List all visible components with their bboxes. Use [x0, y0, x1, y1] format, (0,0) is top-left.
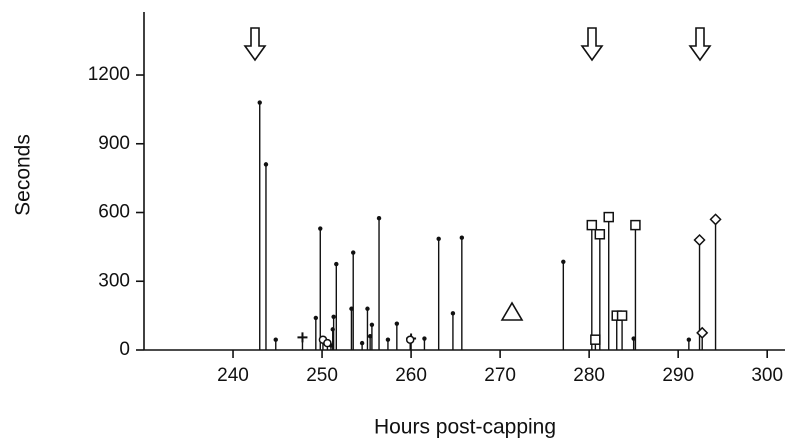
arrow	[243, 27, 267, 62]
dot-marker	[385, 337, 391, 342]
diamond-marker	[696, 326, 709, 339]
plus-marker	[297, 332, 308, 343]
circle-marker	[405, 335, 415, 344]
diamond-marker	[693, 233, 706, 247]
dot-marker	[365, 306, 370, 311]
dot-marker	[273, 337, 278, 342]
diamond-marker	[709, 213, 722, 226]
x-axis-label: Hours post-capping	[374, 416, 556, 439]
y-tick-label: 600	[98, 202, 130, 223]
y-tick-label: 1200	[88, 64, 130, 85]
dot-marker	[359, 340, 365, 346]
x-tick-label: 270	[484, 365, 516, 386]
x-tick-label: 250	[306, 365, 338, 386]
dot-marker	[561, 259, 566, 264]
dot-marker	[334, 261, 339, 267]
annotations	[243, 27, 712, 321]
dot-marker	[263, 162, 269, 167]
dot-marker	[422, 336, 427, 341]
arrow	[688, 27, 712, 62]
dot-marker	[394, 321, 400, 326]
x-tick-label: 240	[217, 365, 249, 386]
arrow	[580, 27, 604, 62]
dot-marker	[351, 250, 356, 255]
x-tick-label: 300	[751, 365, 783, 386]
circle-marker	[323, 338, 332, 348]
dot-marker	[376, 216, 382, 221]
dot-marker	[313, 315, 319, 321]
dot-marker	[450, 311, 456, 316]
y-tick-label: 900	[98, 133, 130, 154]
square-marker	[586, 219, 598, 231]
x-tick-label: 260	[395, 365, 427, 386]
dot-marker	[257, 100, 262, 105]
y-tick-label: 0	[119, 339, 130, 360]
square-marker	[616, 310, 628, 321]
x-tick-label: 290	[662, 365, 694, 386]
square-marker	[603, 211, 614, 223]
triangle	[500, 301, 524, 321]
dot-marker	[686, 337, 692, 342]
dot-marker	[318, 226, 323, 231]
square-marker	[630, 219, 641, 231]
dot-marker	[436, 236, 441, 242]
dot-marker	[459, 235, 465, 240]
x-tick-label: 280	[573, 365, 605, 386]
dot-marker	[369, 322, 375, 327]
square-marker	[590, 334, 601, 345]
y-tick-label: 300	[98, 270, 130, 291]
square-marker	[594, 229, 606, 240]
y-axis-label: Seconds	[12, 134, 35, 216]
dot-marker	[331, 314, 336, 319]
